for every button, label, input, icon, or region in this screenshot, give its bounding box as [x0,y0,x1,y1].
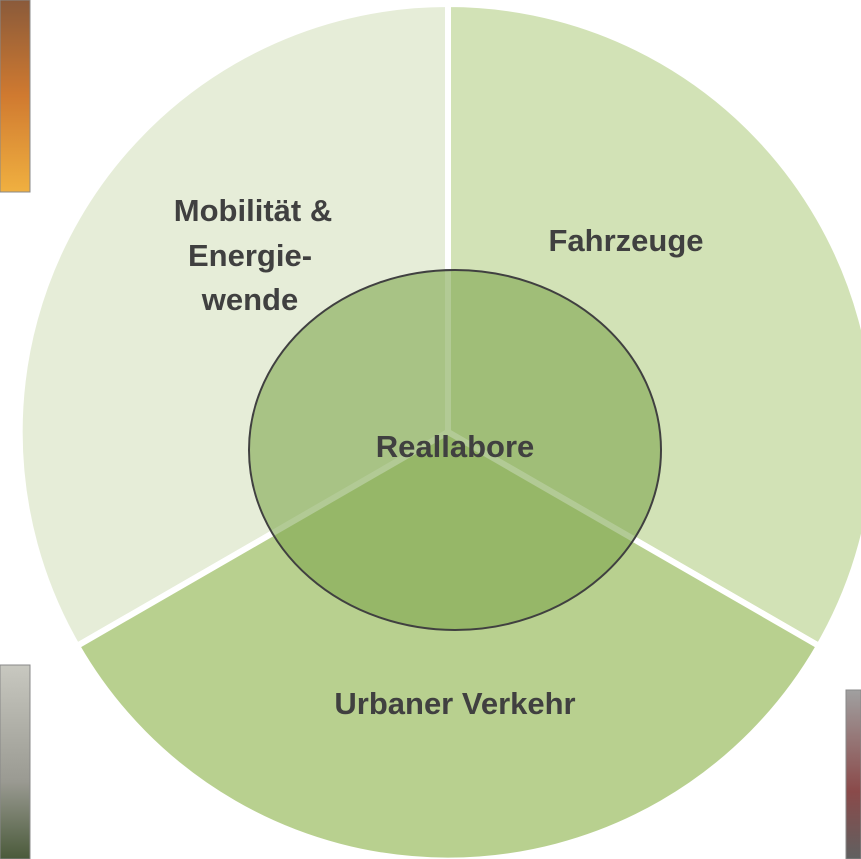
diagram: Mobilität & Energie- wende Fahrzeuge Urb… [0,0,861,859]
sector-label: Energie- [188,238,312,273]
sector-label: Urbaner Verkehr [334,686,575,721]
center-label: Reallabore [376,429,535,464]
photo [0,665,30,859]
sector-label: Fahrzeuge [548,223,703,258]
photo [846,690,861,859]
sector-label: wende [201,282,298,317]
photo [0,0,30,192]
page: Mobilität & Energie- wende Fahrzeuge Urb… [0,0,861,859]
sector-label: Mobilität & [174,193,332,228]
